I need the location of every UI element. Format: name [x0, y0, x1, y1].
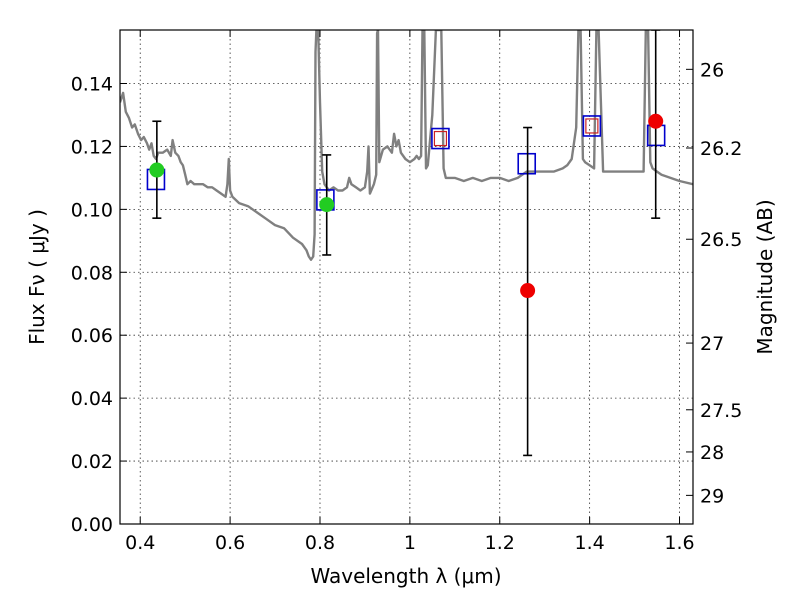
- y-tick-label: 0.08: [71, 262, 113, 284]
- right-tick-label: 28: [700, 442, 724, 464]
- model-point-inner-square: [433, 130, 448, 147]
- x-tick-label: 1.2: [485, 532, 515, 554]
- axes: 0.4 0.6 0.8 1 1.2 1.4 1.6 0.00 0.02 0.04 0.06 0.08 0…: [71, 30, 742, 554]
- y-tick-label: 0.14: [71, 73, 113, 95]
- observed-point: [520, 283, 536, 299]
- template-spectrum-line: [120, 30, 693, 261]
- x-tick-label: 1: [404, 532, 416, 554]
- y-tick-label: 0.00: [71, 514, 113, 536]
- observed-point: [319, 197, 335, 213]
- grid: [120, 30, 693, 525]
- right-tick-label: 26: [700, 59, 724, 81]
- x-tick-label: 1.6: [664, 532, 694, 554]
- x-tick-label: 0.6: [215, 532, 245, 554]
- y-tick-label: 0.12: [71, 136, 113, 158]
- x-tick-label: 1.4: [575, 532, 605, 554]
- x-axis-label: Wavelength λ (μm): [310, 564, 501, 588]
- model-point-inner-square: [585, 118, 599, 134]
- right-axis-label: Magnitude (AB): [753, 199, 777, 354]
- right-tick-label: 27: [700, 333, 724, 355]
- model-point-square: [431, 127, 450, 150]
- right-tick-label: 26.2: [700, 138, 742, 160]
- x-tick-label: 0.4: [125, 532, 155, 554]
- y-tick-label: 0.04: [71, 388, 113, 410]
- observed-point: [648, 113, 664, 129]
- plot-frame: [119, 29, 694, 525]
- observed-point: [149, 162, 165, 178]
- right-tick-label: 29: [700, 485, 724, 507]
- series-layer: [120, 30, 693, 457]
- right-tick-label: 27.5: [700, 400, 742, 422]
- y-axis-label: Flux Fν ( μJy ): [25, 209, 49, 345]
- right-tick-label: 26.5: [700, 229, 742, 251]
- model-point-square: [582, 115, 602, 137]
- y-tick-label: 0.10: [71, 199, 113, 221]
- y-tick-label: 0.02: [71, 451, 113, 473]
- y-tick-label: 0.06: [71, 325, 113, 347]
- x-tick-label: 0.8: [305, 532, 335, 554]
- model-point-square: [517, 152, 537, 175]
